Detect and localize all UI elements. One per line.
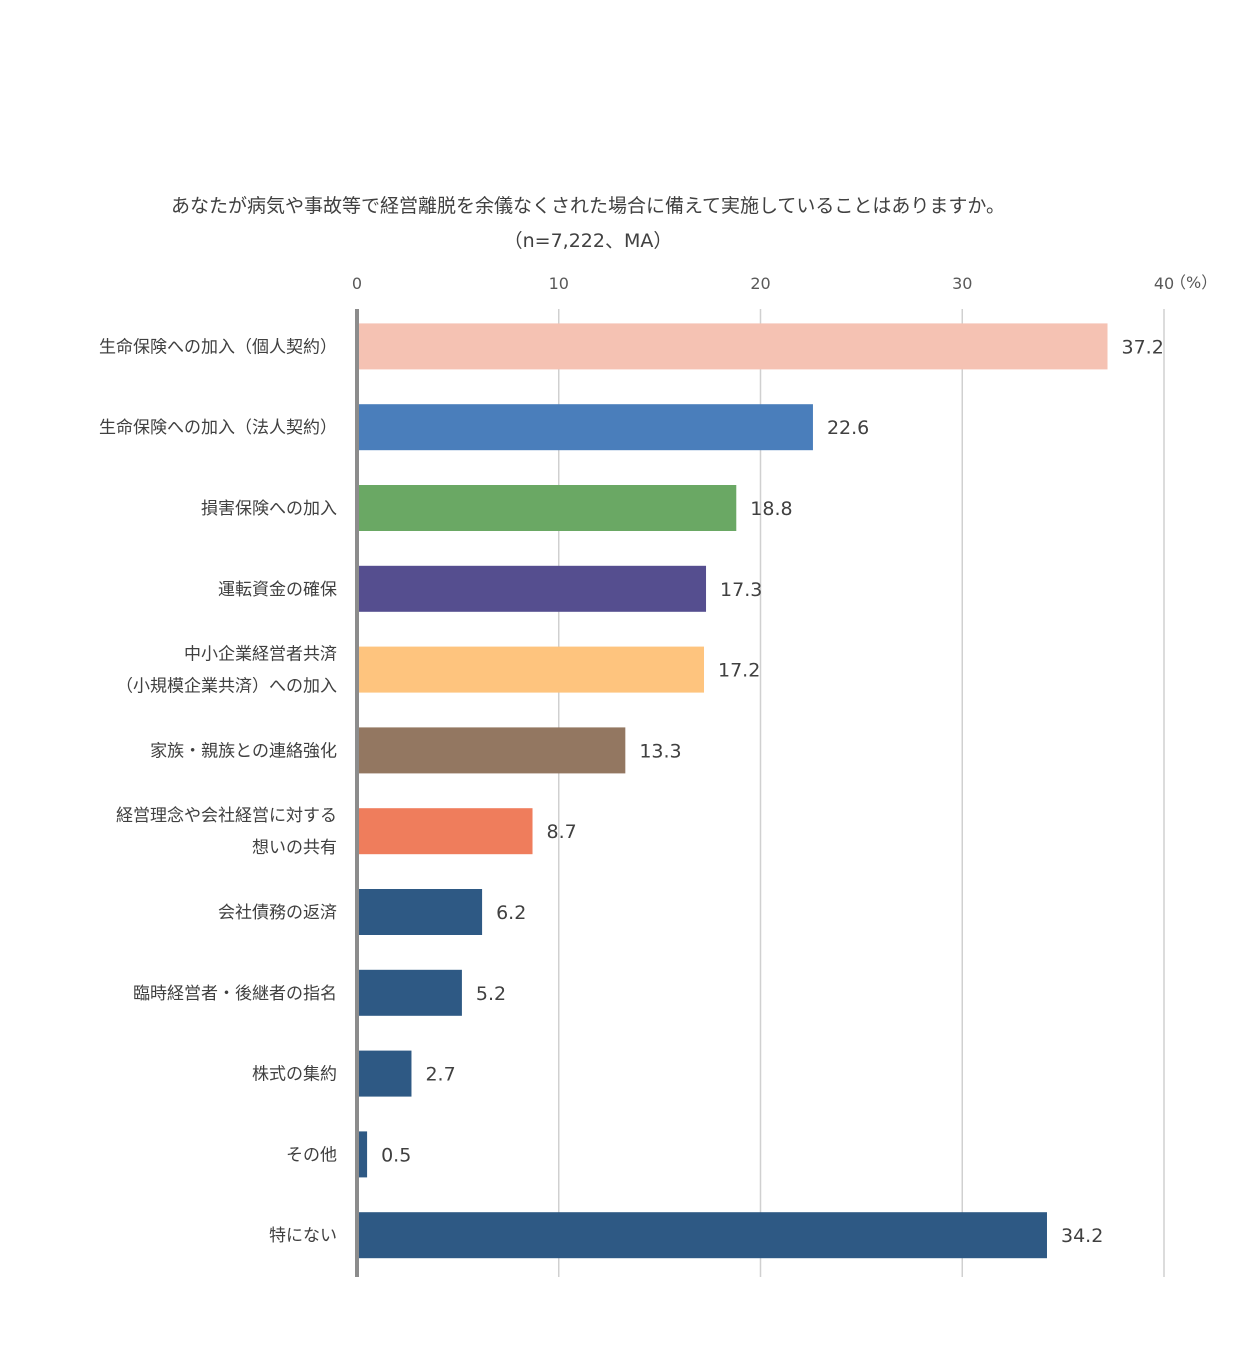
bar [359,1131,368,1178]
x-tick-label: 0 [352,274,362,293]
bar [359,889,483,935]
bar [359,404,813,451]
unit-label: （%） [1170,273,1217,292]
category-label: 運転資金の確保 [218,580,337,600]
category-label: 中小企業経営者共済 [184,645,337,665]
category-label: 生命保険への加入（法人契約） [99,418,337,438]
data-label: 13.3 [639,740,681,762]
x-tick-label: 30 [952,274,972,293]
bar [359,727,626,774]
category-label: 特にない [269,1226,337,1246]
category-label: 生命保険への加入（個人契約） [99,337,337,357]
data-label: 6.2 [496,902,526,924]
data-label: 8.7 [547,821,577,843]
category-label: 想いの共有 [252,838,337,858]
category-label: その他 [286,1145,337,1165]
category-label: 家族・親族との連絡強化 [150,741,337,761]
chart-subtitle: （n=7,222、MA） [504,230,673,252]
data-label: 17.3 [720,579,762,601]
bar [359,565,707,612]
data-label: 34.2 [1061,1225,1103,1247]
data-label: 5.2 [476,983,506,1005]
x-tick-label: 40 [1154,274,1174,293]
chart-title: あなたが病気や事故等で経営離脱を余儀なくされた場合に備えて実施していることはあり… [171,195,1005,217]
category-label: 臨時経営者・後継者の指名 [133,984,337,1004]
category-label: 株式の集約 [252,1065,337,1085]
bar [359,323,1108,370]
bar [359,1050,412,1097]
data-label: 17.2 [718,660,760,682]
data-label: 37.2 [1122,336,1164,358]
x-tick-label: 10 [549,274,569,293]
bar [359,1212,1047,1259]
data-label: 18.8 [750,498,792,520]
bar [359,485,737,531]
category-label: （小規模企業共済）への加入 [116,677,337,697]
category-label: 損害保険への加入 [201,499,337,519]
category-label: 会社債務の返済 [218,903,337,923]
bar [359,808,533,855]
x-tick-label: 20 [750,274,770,293]
bar [359,969,462,1016]
data-label: 22.6 [827,417,869,439]
data-label: 2.7 [425,1064,455,1086]
data-label: 0.5 [381,1144,411,1166]
bar [359,646,705,693]
category-label: 経営理念や会社経営に対する [116,805,337,826]
